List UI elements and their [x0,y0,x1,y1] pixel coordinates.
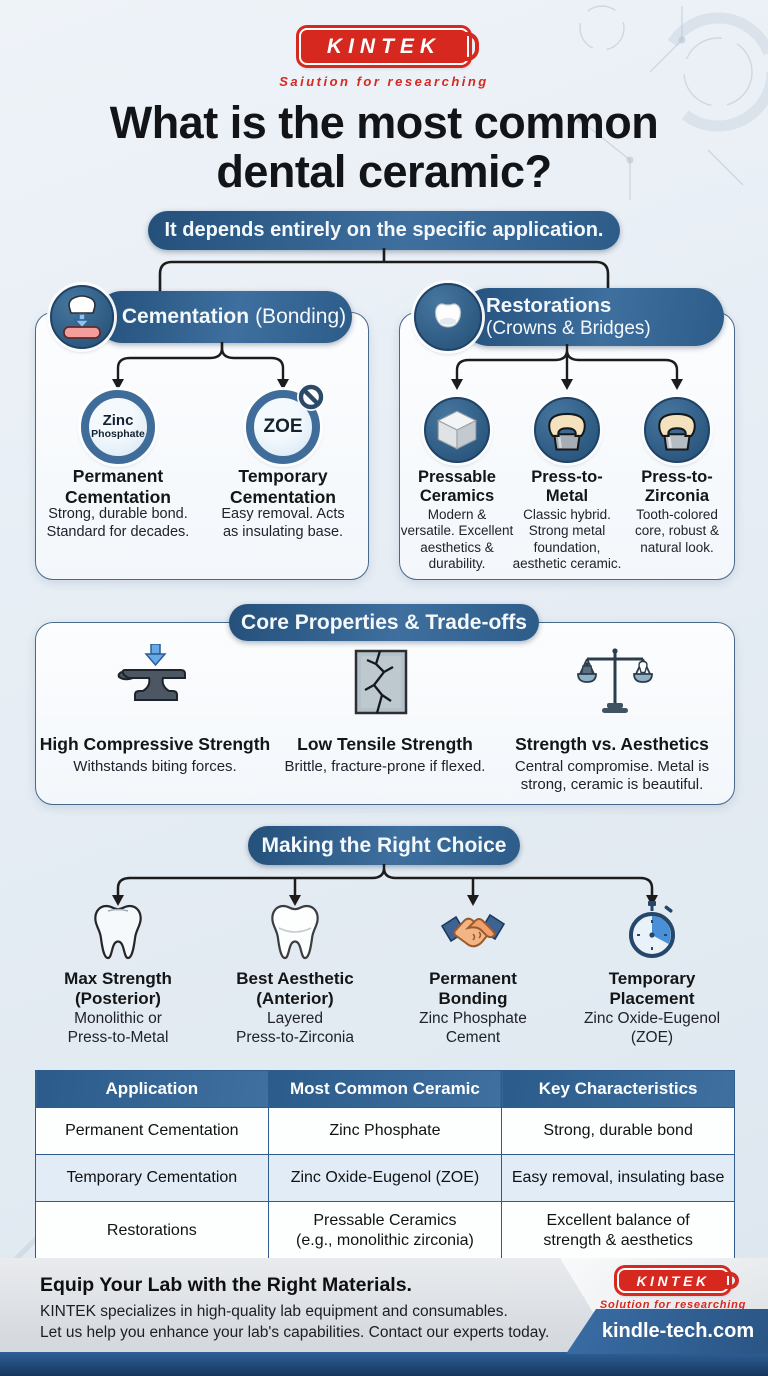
restorations-title: Restorations [486,294,612,318]
footer-body-line2: Let us help you enhance your lab's capab… [40,1324,550,1341]
website-band[interactable]: kindle-tech.com [566,1309,768,1354]
footer-headline: Equip Your Lab with the Right Materials. [40,1274,412,1296]
core-properties-header: Core Properties & Trade-offs [229,604,539,641]
zinc-badge-line1: Zinc [102,412,134,430]
choice-connector [112,864,658,906]
cementation-item2-desc: Easy removal. Acts as insulating base. [221,506,345,540]
choice-header: Making the Right Choice [248,826,520,865]
page-title-line2: dental ceramic? [216,146,552,198]
table-header-characteristics: Key Characteristics [501,1070,735,1108]
table-cell: Temporary Cementation [35,1154,269,1202]
kintek-logo: KINTEK [299,28,479,65]
choice-item4-name: Temporary Placement [608,969,696,1009]
cementation-title: Cementation [121,305,250,328]
table-cell: Zinc Phosphate [267,1107,503,1155]
restorations-item2-desc: Classic hybrid. Strong metal foundation,… [512,507,622,572]
table-cell: Permanent Cementation [35,1107,269,1155]
cementation-icon [50,285,114,349]
kintek-logo-text: KINTEK [326,34,442,58]
table-row: Temporary Cementation Zinc Oxide-Eugenol… [35,1154,735,1202]
anterior-tooth-icon [271,904,319,960]
core-item3-desc: Central compromise. Metal is strong, cer… [514,758,710,794]
cementation-header: Cementation (Bonding) [96,291,352,343]
table-cell: Pressable Ceramics (e.g., monolithic zir… [267,1201,503,1260]
footer-bottom-strip [0,1352,768,1376]
table-cell: Restorations [35,1201,269,1260]
press-to-metal-icon [534,397,600,463]
table-cell: Easy removal, insulating base [501,1154,735,1202]
cementation-item1-desc: Strong, durable bond. Standard for decad… [46,506,190,540]
cementation-connector [112,342,289,390]
zinc-phosphate-badge: Zinc Phosphate [81,390,155,464]
cementation-item2-name: Temporary Cementation [230,466,336,507]
intro-banner-text: It depends entirely on the specific appl… [164,219,604,241]
table-cell: Excellent balance of strength & aestheti… [501,1201,735,1260]
zoe-badge-text: ZOE [263,416,303,437]
restorations-subtitle: (Crowns & Bridges) [486,317,651,339]
zinc-badge-line2: Phosphate [91,428,145,441]
choice-item2-name: Best Aesthetic (Anterior) [236,969,354,1009]
core-item1-name: High Compressive Strength [39,734,271,754]
choice-item3-desc: Zinc Phosphate Cement [419,1010,527,1046]
choice-item1-name: Max Strength (Posterior) [64,969,172,1009]
table-cell: Strong, durable bond [501,1107,735,1155]
footer-body-line1: KINTEK specializes in high-quality lab e… [40,1303,508,1320]
core-properties-title: Core Properties & Trade-offs [241,610,527,634]
choice-item2-desc: Layered Press-to-Zirconia [236,1010,354,1046]
restorations-header: Restorations (Crowns & Bridges) [460,288,724,346]
handshake-icon [441,913,505,948]
brand-tagline: Saiution for researching [279,74,489,89]
restorations-item1-name: Pressable Ceramics [418,468,496,506]
core-item3-name: Strength vs. Aesthetics [515,734,709,754]
restorations-connector [451,344,683,390]
intro-banner: It depends entirely on the specific appl… [148,211,620,250]
footer-kintek-logo-text: KINTEK [636,1272,710,1289]
table-header-row: Application Most Common Ceramic Key Char… [35,1070,735,1108]
core-item2-name: Low Tensile Strength [297,734,473,754]
website-link[interactable]: kindle-tech.com [601,1320,755,1342]
restorations-item2-name: Press-to- Metal [531,468,603,506]
press-to-zirconia-icon [644,397,710,463]
choice-title: Making the Right Choice [261,833,507,857]
footer-brand-tagline: Solution for researching [599,1299,747,1311]
choice-item4-desc: Zinc Oxide-Eugenol (ZOE) [583,1010,721,1046]
choice-item1-desc: Monolithic or Press-to-Metal [67,1010,169,1046]
table-header-ceramic: Most Common Ceramic [267,1070,503,1108]
stopwatch-icon [629,901,675,958]
branch-connector [158,248,610,294]
balance-scale-icon [577,648,653,713]
cracked-ceramic-icon [354,649,408,715]
restorations-item1-desc: Modern & versatile. Excellent aesthetics… [400,507,514,572]
restorations-icon [414,283,482,351]
pressable-ceramics-icon [424,397,490,463]
prohibition-icon [297,383,325,411]
table-header-application: Application [35,1070,269,1108]
table-row: Permanent Cementation Zinc Phosphate Str… [35,1107,735,1155]
core-item2-desc: Brittle, fracture-prone if flexed. [284,758,486,775]
page-title-line1: What is the most common [109,97,659,148]
footer-kintek-logo: KINTEK [617,1268,739,1293]
restorations-item3-desc: Tooth-colored core, robust & natural loo… [634,507,720,555]
restorations-item3-name: Press-to- Zirconia [641,468,713,506]
molar-tooth-icon [94,904,142,960]
table-cell: Zinc Oxide-Eugenol (ZOE) [267,1154,503,1202]
choice-item3-name: Permanent Bonding [429,969,517,1009]
summary-table: Application Most Common Ceramic Key Char… [35,1070,735,1260]
cementation-subtitle: (Bonding) [255,305,347,328]
anvil-icon [117,644,186,701]
core-item1-desc: Withstands biting forces. [73,758,237,775]
cementation-item1-name: Permanent Cementation [65,466,171,507]
table-row: Restorations Pressable Ceramics (e.g., m… [35,1201,735,1260]
